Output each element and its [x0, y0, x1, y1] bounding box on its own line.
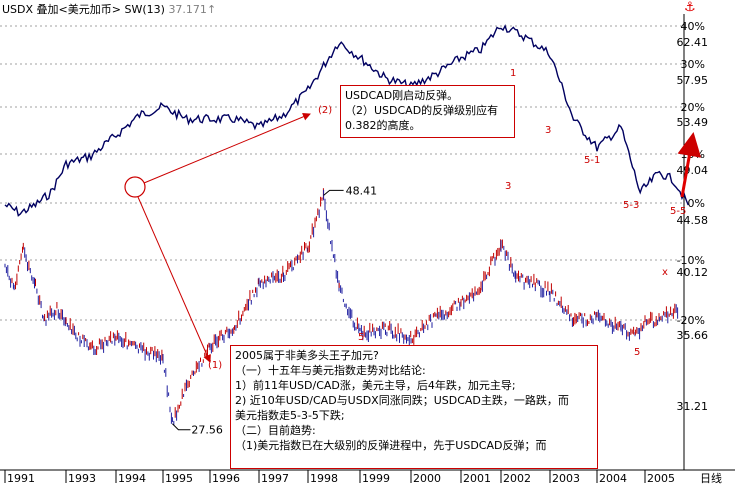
wave-label: (2) — [318, 105, 332, 116]
wave-label: 5 — [358, 332, 364, 343]
y-tick-percent: 0% — [688, 197, 705, 210]
x-tick-label: 1999 — [362, 472, 390, 485]
anchor-icon[interactable]: ⚓ — [684, 0, 696, 15]
wave-label: 1 — [510, 68, 516, 79]
annotation-box-analysis: 2005属于非美多头王子加元? （一）十五年与美元指数走势对比结论: 1）前11… — [230, 345, 598, 469]
price-label-high: 48.41 — [346, 184, 378, 197]
usdcad-line — [4, 24, 689, 217]
high-leader — [323, 189, 344, 196]
x-tick-label: 1998 — [310, 472, 338, 485]
price-label-low: 27.56 — [191, 424, 223, 437]
y-tick-percent: 40% — [681, 20, 705, 33]
box2-line: 1）前11年USD/CAD涨，美元主导，后4年跌，加元主导; — [235, 379, 516, 392]
wave-label: 5-3 — [623, 200, 639, 211]
up-arrow-icon: ↑ — [206, 3, 217, 16]
y-tick-percent: 20% — [681, 101, 705, 114]
symbol-label: USDX — [2, 3, 34, 16]
x-tick-label: 2000 — [413, 472, 441, 485]
chart-header: USDX 叠加<美元加币> SW(13) 37.171↑ — [2, 1, 216, 17]
box1-line: 0.382的高度。 — [345, 119, 421, 132]
arrow-to-box1 — [143, 112, 311, 184]
x-tick-label: 2002 — [503, 472, 531, 485]
low-leader — [172, 423, 191, 431]
annotation-box-usdcad: USDCAD刚启动反弹。 （2）USDCAD的反弹级别应有 0.382的高度。 — [340, 85, 515, 138]
wave-label: 3 — [545, 125, 551, 136]
box1-line: USDCAD刚启动反弹。 — [345, 89, 459, 102]
y-tick-value: 62.41 — [677, 36, 709, 49]
x-tick-label: 1995 — [165, 472, 193, 485]
box2-line: 美元指数走5-3-5下跌; — [235, 409, 345, 422]
usdcad-series — [4, 24, 689, 217]
box2-line: 2005属于非美多头王子加元? — [235, 349, 379, 362]
y-tick-percent: 30% — [681, 58, 705, 71]
x-tick-label: 2001 — [463, 472, 491, 485]
current-value: 37.171 — [168, 3, 207, 16]
y-tick-percent: -20% — [677, 314, 705, 327]
box1-line: （2）USDCAD的反弹级别应有 — [345, 104, 499, 117]
x-tick-label: 1996 — [212, 472, 240, 485]
indicator-label: SW(13) — [124, 3, 165, 16]
usdx-series — [4, 188, 679, 426]
x-tick-label: 1991 — [7, 472, 35, 485]
wave-label: (1) — [208, 360, 222, 371]
x-tick-label: 1993 — [68, 472, 96, 485]
y-tick-value: 57.95 — [677, 74, 709, 87]
y-tick-value: 31.21 — [677, 400, 709, 413]
y-tick-value: 53.49 — [677, 116, 709, 129]
y-tick-value: 40.12 — [677, 266, 709, 279]
wave-label: 5 — [634, 347, 640, 358]
wave-label: 5-5 — [670, 206, 686, 217]
x-tick-label: 1994 — [118, 472, 146, 485]
y-tick-value: 49.04 — [677, 164, 709, 177]
chart-annotations: 48.41 27.56 1 3 5-1 5-3 5-5 3 5 5 x (1) (2) — [124, 68, 702, 437]
y-tick-value: 35.66 — [677, 329, 709, 342]
wave-label: 5-1 — [584, 155, 600, 166]
x-tick-label: 2003 — [552, 472, 580, 485]
x-tick-label: 1997 — [261, 472, 289, 485]
wave-label: 3 — [505, 181, 511, 192]
box2-line: （二）目前趋势: — [235, 424, 316, 437]
grid-lines — [0, 25, 684, 321]
wave-label: x — [662, 267, 668, 278]
arrow-to-wave1 — [137, 196, 211, 363]
rebound-arrow — [677, 132, 702, 198]
overlay-label: 叠加<美元加币> — [36, 3, 121, 16]
highlight-circle — [124, 176, 146, 198]
box2-line: 2) 近10年USD/CAD与USDX同涨同跌；USDCAD主跌，一路跌，而 — [235, 394, 569, 407]
x-unit-label: 日线 — [700, 471, 722, 485]
x-tick-label: 2005 — [647, 472, 675, 485]
x-tick-label: 2004 — [599, 472, 627, 485]
box2-line: （1)美元指数已在大级别的反弹进程中，先于USDCAD反弹；而 — [235, 439, 547, 452]
box2-line: （一）十五年与美元指数走势对比结论: — [235, 364, 426, 377]
